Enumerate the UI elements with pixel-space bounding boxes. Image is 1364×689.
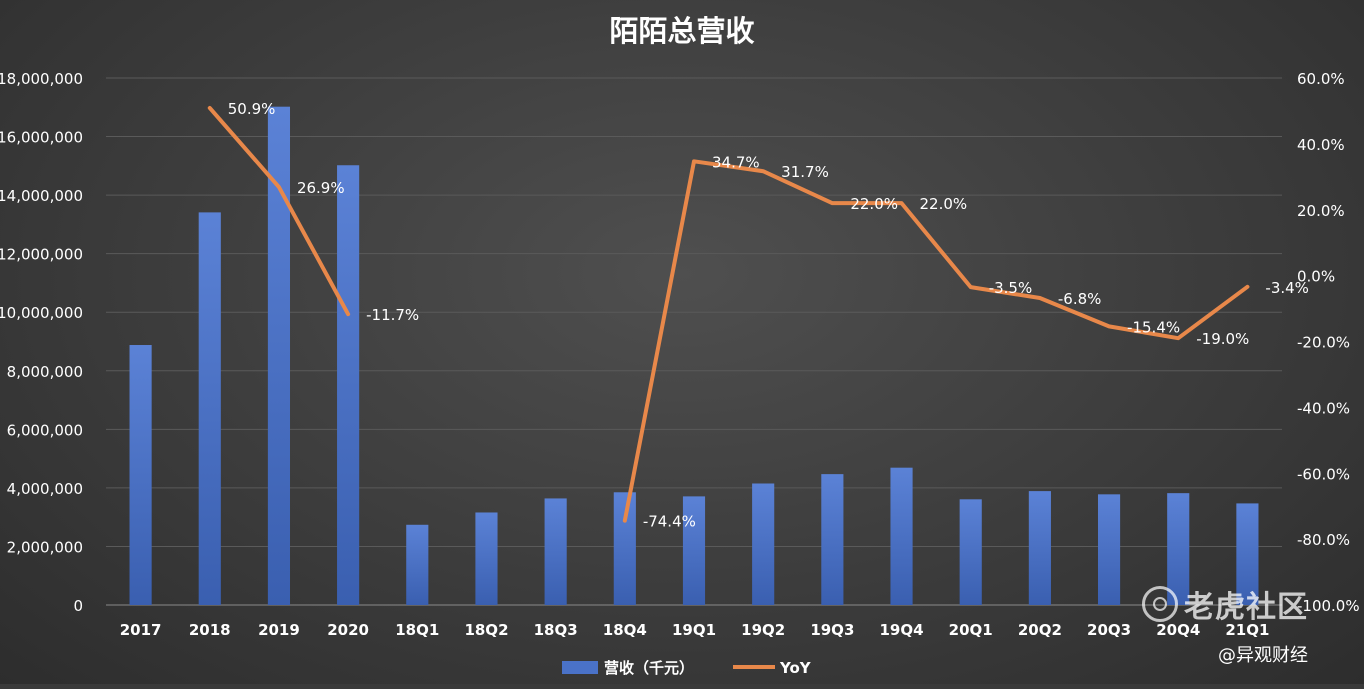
revenue-bars xyxy=(129,106,1259,605)
bar-2018 xyxy=(198,212,221,605)
left-axis-tick-label: 14,000,000 xyxy=(0,187,83,205)
yoy-data-label: 22.0% xyxy=(920,195,968,213)
legend: 营收（千元） YoY xyxy=(562,659,812,677)
bar-20Q2 xyxy=(1028,491,1051,605)
left-axis-tick-label: 8,000,000 xyxy=(7,363,83,381)
watermark-text: 老虎社区 xyxy=(1184,590,1308,625)
right-axis-tick-label: -20.0% xyxy=(1297,334,1350,352)
right-axis-tick-label: 20.0% xyxy=(1297,202,1345,220)
right-y-axis: -100.0% -80.0% -60.0% -40.0% -20.0% 0.0% 20.0%… xyxy=(1297,70,1360,615)
legend-label-yoy: YoY xyxy=(779,659,812,677)
yoy-data-label: 26.9% xyxy=(297,179,345,197)
left-y-axis: 0 2,000,000 4,000,000 6,000,000 8,000,000 10,… xyxy=(0,70,83,615)
right-axis-tick-label: 40.0% xyxy=(1297,136,1345,154)
bar-20Q4 xyxy=(1167,493,1190,605)
yoy-line-segment xyxy=(207,105,351,317)
tiger-community-logo-icon xyxy=(1142,586,1178,622)
right-axis-tick-label: 0.0% xyxy=(1297,268,1335,286)
x-tick-label: 19Q3 xyxy=(810,621,854,639)
yoy-line xyxy=(207,105,1250,523)
bar-2017 xyxy=(129,345,152,605)
yoy-data-label: -74.4% xyxy=(643,513,696,531)
bar-19Q3 xyxy=(821,474,844,605)
bar-18Q1 xyxy=(406,524,429,605)
left-axis-tick-label: 18,000,000 xyxy=(0,70,83,88)
left-axis-tick-label: 2,000,000 xyxy=(7,538,83,556)
x-tick-label: 19Q4 xyxy=(879,621,923,639)
yoy-data-label: -6.8% xyxy=(1058,290,1102,308)
bar-19Q1 xyxy=(682,496,706,605)
bar-18Q2 xyxy=(475,512,498,605)
x-tick-label: 2017 xyxy=(120,621,162,639)
x-tick-label: 2020 xyxy=(327,621,369,639)
bar-2020 xyxy=(337,165,360,605)
legend-swatch-bar xyxy=(562,661,598,674)
chart-title: 陌陌总营收 xyxy=(609,14,754,48)
bar-21Q1 xyxy=(1236,503,1259,605)
bar-18Q3 xyxy=(544,498,567,605)
source-credit: @异观财经 xyxy=(1218,645,1308,666)
x-tick-label: 2019 xyxy=(258,621,300,639)
yoy-data-label: 34.7% xyxy=(712,153,760,171)
yoy-data-label: -3.4% xyxy=(1265,279,1309,297)
right-axis-tick-label: -100.0% xyxy=(1297,597,1360,615)
left-axis-tick-label: 0 xyxy=(73,597,83,615)
yoy-data-label: -15.4% xyxy=(1127,318,1180,336)
yoy-data-label: -11.7% xyxy=(366,306,419,324)
yoy-data-labels: 50.9% 26.9% -11.7% -74.4% 34.7% 31.7% 22.0% 22.… xyxy=(228,100,1309,531)
bar-18Q4 xyxy=(613,492,636,605)
bar-19Q2 xyxy=(752,483,775,605)
watermark: 老虎社区 xyxy=(1142,582,1308,626)
yoy-data-label: 50.9% xyxy=(228,100,276,118)
bar-2019 xyxy=(267,106,291,605)
left-axis-tick-label: 16,000,000 xyxy=(0,129,83,147)
yoy-data-label: 31.7% xyxy=(781,163,829,181)
x-tick-label: 2018 xyxy=(189,621,231,639)
yoy-data-label: -3.5% xyxy=(989,279,1033,297)
bar-19Q4 xyxy=(890,467,913,605)
x-tick-label: 18Q4 xyxy=(603,621,647,639)
right-axis-tick-label: 60.0% xyxy=(1297,70,1345,88)
x-tick-label: 21Q1 xyxy=(1225,621,1269,639)
bar-20Q1 xyxy=(959,499,982,605)
yoy-data-label: -19.0% xyxy=(1196,330,1249,348)
yoy-line-segment xyxy=(622,159,1250,523)
right-axis-tick-label: -80.0% xyxy=(1297,531,1350,549)
left-axis-tick-label: 6,000,000 xyxy=(7,421,83,439)
x-tick-label: 20Q3 xyxy=(1087,621,1131,639)
x-tick-label: 18Q1 xyxy=(395,621,439,639)
x-tick-label: 20Q2 xyxy=(1018,621,1062,639)
x-tick-label: 20Q1 xyxy=(949,621,993,639)
x-axis: 2017 2018 2019 2020 18Q1 18Q2 18Q3 18Q4 19Q1 19Q2… xyxy=(120,621,1270,639)
x-tick-label: 19Q2 xyxy=(741,621,785,639)
right-axis-tick-label: -40.0% xyxy=(1297,399,1350,417)
left-axis-tick-label: 12,000,000 xyxy=(0,246,83,264)
x-tick-label: 18Q3 xyxy=(534,621,578,639)
left-axis-tick-label: 10,000,000 xyxy=(0,304,83,322)
right-axis-tick-label: -60.0% xyxy=(1297,465,1350,483)
left-axis-tick-label: 4,000,000 xyxy=(7,480,83,498)
x-tick-label: 18Q2 xyxy=(464,621,508,639)
x-tick-label: 20Q4 xyxy=(1156,621,1200,639)
legend-label-revenue: 营收（千元） xyxy=(604,659,694,677)
x-tick-label: 19Q1 xyxy=(672,621,716,639)
bar-20Q3 xyxy=(1097,494,1121,605)
yoy-data-label: 22.0% xyxy=(850,195,898,213)
